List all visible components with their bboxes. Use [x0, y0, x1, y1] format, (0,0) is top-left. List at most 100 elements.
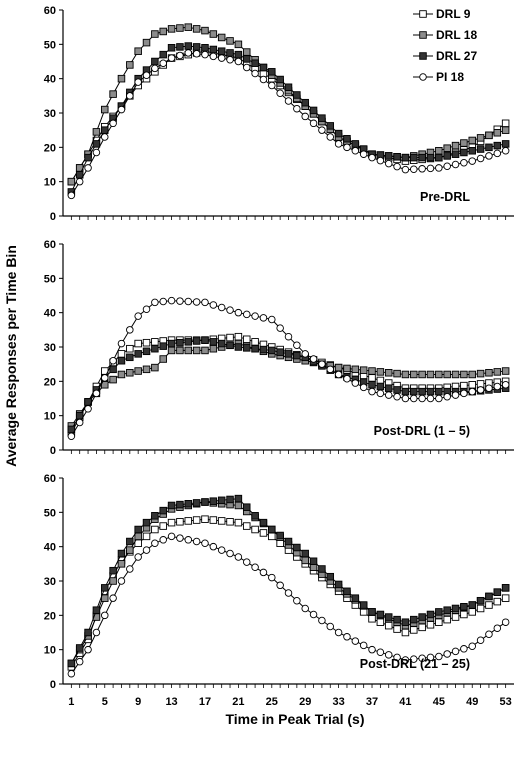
data-point: [501, 126, 510, 134]
data-point: [201, 44, 209, 52]
data-point: [167, 501, 176, 510]
x-tick-label: 5: [102, 696, 108, 708]
data-point: [284, 350, 293, 358]
data-point: [201, 336, 209, 344]
data-point: [426, 394, 435, 403]
data-point: [418, 613, 426, 621]
data-point: [435, 394, 443, 403]
data-point: [309, 355, 318, 363]
data-point: [351, 140, 360, 148]
data-point: [318, 360, 326, 368]
data-point: [376, 618, 385, 626]
data-point: [326, 572, 335, 581]
data-point: [359, 383, 368, 392]
data-point: [159, 297, 167, 306]
data-point: [234, 308, 243, 317]
data-point: [284, 589, 293, 597]
data-point: [426, 370, 435, 379]
data-point: [384, 651, 393, 659]
data-point: [268, 573, 276, 582]
data-point: [259, 518, 268, 527]
data-point: [226, 341, 234, 350]
data-point: [142, 38, 151, 47]
data-point: [501, 381, 510, 389]
x-tick-label: 41: [399, 696, 411, 708]
data-point: [301, 556, 309, 565]
data-point: [75, 177, 84, 186]
data-point: [293, 341, 301, 350]
data-point: [184, 49, 193, 57]
data-point: [242, 558, 251, 566]
legend-label: PI 18: [436, 70, 464, 84]
data-point: [184, 338, 193, 346]
data-point: [401, 656, 410, 664]
data-point: [476, 154, 485, 163]
data-point: [259, 345, 268, 354]
data-point: [201, 298, 209, 307]
data-point: [426, 610, 435, 619]
data-point: [159, 506, 167, 515]
data-point: [142, 365, 151, 374]
data-point: [192, 346, 201, 355]
data-point: [326, 133, 335, 141]
y-tick-label: 30: [44, 342, 56, 354]
data-point: [151, 338, 159, 346]
data-point: [134, 525, 142, 534]
data-point: [318, 616, 326, 625]
data-point: [401, 628, 410, 637]
data-point: [159, 355, 167, 363]
data-point: [393, 153, 401, 161]
y-tick-label: 30: [44, 576, 56, 588]
data-point: [476, 596, 485, 605]
y-tick-label: 20: [44, 610, 56, 622]
data-point: [117, 74, 126, 83]
data-point: [309, 106, 318, 115]
data-point: [309, 119, 318, 128]
data-point: [192, 298, 201, 306]
data-point: [234, 332, 243, 341]
data-point: [343, 633, 351, 641]
data-point: [217, 496, 226, 505]
data-point: [301, 549, 309, 558]
data-point: [301, 98, 309, 107]
data-point: [268, 532, 276, 541]
series: [67, 296, 510, 441]
data-point: [501, 584, 510, 592]
data-point: [468, 387, 476, 396]
data-point: [92, 389, 101, 398]
data-point: [493, 382, 502, 391]
data-point: [242, 310, 251, 319]
y-tick-label: 10: [44, 177, 56, 189]
data-point: [117, 577, 126, 585]
data-point: [84, 153, 92, 162]
data-point: [234, 343, 243, 351]
data-point: [209, 542, 218, 551]
data-point: [134, 339, 142, 348]
data-point: [351, 637, 360, 645]
data-point: [251, 59, 259, 67]
data-point: [242, 63, 251, 72]
data-point: [401, 370, 410, 379]
data-point: [151, 64, 159, 73]
data-point: [376, 382, 385, 391]
data-point: [209, 301, 218, 309]
data-point: [251, 563, 259, 572]
data-point: [401, 153, 410, 162]
data-point: [410, 370, 418, 379]
data-point: [376, 368, 385, 376]
data-point: [343, 134, 351, 143]
data-point: [251, 312, 259, 320]
data-point: [276, 531, 284, 540]
data-point: [468, 157, 476, 165]
data-point: [167, 532, 176, 541]
y-tick-label: 60: [44, 239, 56, 251]
data-point: [443, 144, 451, 152]
data-point: [359, 150, 368, 158]
data-point: [176, 518, 184, 526]
data-point: [501, 594, 510, 602]
data-point: [276, 581, 284, 590]
x-tick-labels: 1 5 9 13 17 21 25 29 33 37 41 45 49 53: [68, 696, 511, 708]
data-point: [451, 141, 460, 150]
data-point: [384, 152, 393, 160]
data-point: [109, 594, 117, 602]
